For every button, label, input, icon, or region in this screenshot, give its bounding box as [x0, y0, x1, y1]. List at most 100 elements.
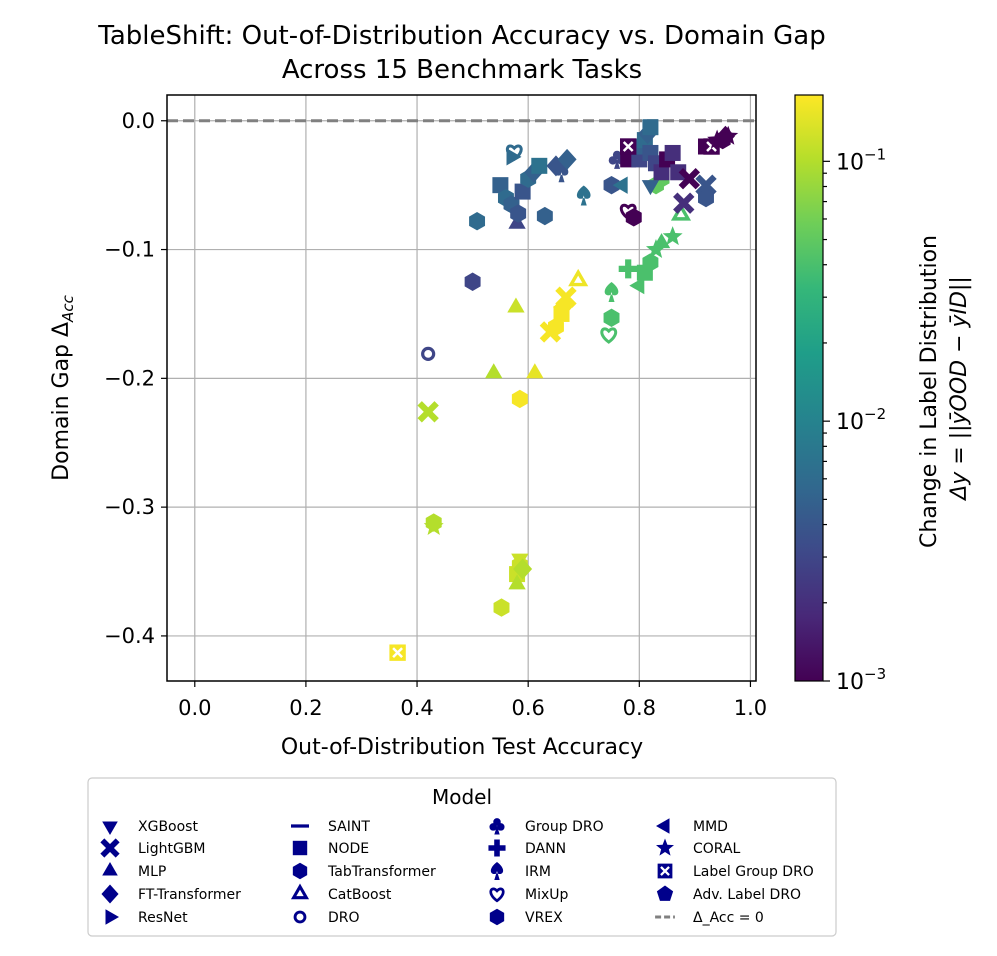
legend-label: DRO: [328, 910, 360, 926]
data-point-diamond: [557, 148, 577, 170]
legend-label: MixUp: [525, 887, 569, 903]
legend-label: XGBoost: [138, 819, 198, 835]
legend-label: Label Group DRO: [693, 864, 814, 880]
legend-marker-hexagon: [489, 908, 505, 926]
data-point-square: [531, 157, 548, 174]
x-tick-label: 0.4: [400, 696, 433, 720]
data-point-tri-right: [506, 148, 522, 166]
data-point-hexagon: [469, 212, 486, 231]
legend-label: IRM: [525, 864, 551, 880]
x-tick-label: 1.0: [734, 696, 767, 720]
colorbar-tick-exponent: −1: [864, 145, 886, 163]
data-point-hexagon: [464, 272, 481, 291]
legend-label: CORAL: [693, 841, 741, 857]
data-point-tri-up: [507, 297, 525, 313]
data-point-x: [678, 168, 701, 190]
data-point-square-x: [389, 644, 406, 661]
data-point-tri-left: [629, 276, 645, 295]
x-tick-label: 0.8: [623, 696, 656, 720]
legend-label: NODE: [328, 841, 369, 857]
colorbar: [794, 94, 824, 682]
legend-label: FT-Transformer: [138, 887, 241, 903]
data-point-square: [664, 144, 681, 161]
data-point-x: [673, 192, 695, 214]
legend-label: Δ_Acc = 0: [693, 910, 764, 926]
x-tick-label: 0.6: [511, 696, 544, 720]
colorbar-tick-base: 10: [836, 150, 864, 175]
legend-label: ResNet: [138, 910, 188, 926]
colorbar-label-line2: Δy = ||ȳOOD − ȳID||: [947, 276, 972, 502]
data-point-x: [417, 401, 439, 423]
legend-marker-tri-up-open: [290, 883, 310, 900]
y-axis-label-main: Domain Gap Δ: [49, 322, 74, 481]
data-point-star: [645, 239, 666, 259]
data-point-hexagon: [425, 513, 442, 532]
chart-title-line1: TableShift: Out-of-Distribution Accuracy…: [97, 21, 826, 51]
data-point-square: [514, 183, 531, 200]
data-point-hexagon: [642, 253, 659, 272]
colorbar-tick-base: 10: [836, 670, 864, 695]
data-point-tri-up: [526, 363, 544, 379]
legend-marker-spade: [490, 862, 504, 880]
data-point-hexagon: [511, 389, 528, 409]
y-tick-label: −0.1: [104, 238, 155, 262]
data-point-hexagon: [493, 598, 510, 617]
legend-label: Group DRO: [525, 819, 604, 835]
y-axis-label-sub: Acc: [59, 294, 77, 323]
x-tick-label: 0.2: [289, 696, 322, 720]
colorbar-tick-label: 10−1: [836, 145, 886, 175]
x-tick-label: 0.0: [178, 696, 211, 720]
legend-marker-club: [489, 818, 505, 835]
legend-marker-heart-open: [489, 887, 505, 903]
legend-label: MLP: [138, 864, 166, 880]
data-point-hexagon: [625, 208, 642, 227]
x-axis-label: Out-of-Distribution Test Accuracy: [281, 735, 643, 760]
data-point-square: [653, 164, 670, 181]
colorbar-tick-label: 10−2: [836, 405, 886, 435]
legend-marker-tri-left: [656, 818, 670, 834]
colorbar-tick-base: 10: [836, 410, 864, 435]
data-point-tri-down: [641, 180, 660, 196]
legend-marker-plus: [488, 839, 506, 857]
data-point-circle-open: [421, 346, 436, 361]
colorbar-tick-label: 10−3: [836, 665, 886, 695]
legend-label: VREX: [525, 910, 563, 926]
legend-marker-hexagon: [292, 862, 308, 880]
data-point-star: [662, 226, 683, 246]
data-point-hexagon: [698, 188, 714, 208]
legend-box: [87, 777, 837, 937]
data-point-hexagon: [536, 206, 553, 226]
legend-marker-square-x: [657, 863, 673, 879]
data-point-square: [670, 164, 687, 181]
legend: XGBoost LightGBM MLP FT-Transformer ResNet SA…: [100, 818, 814, 926]
data-point-tri-down: [511, 553, 529, 569]
data-point-diamond: [513, 558, 533, 580]
legend-marker-circle-open: [293, 910, 307, 924]
x-axis-ticks: 0.0 0.2 0.4 0.6 0.8 1.0: [178, 681, 767, 720]
legend-marker-square: [292, 840, 308, 856]
legend-label: CatBoost: [328, 887, 392, 903]
legend-label: MMD: [693, 819, 728, 835]
data-point-hexagon: [547, 317, 564, 337]
legend-marker-tri-right: [105, 909, 119, 925]
data-point-tri-up-open: [568, 268, 589, 287]
data-point-tri-left: [612, 176, 628, 194]
data-point-hexagon: [603, 175, 620, 195]
legend-marker-x: [100, 838, 120, 858]
data-point-star: [718, 125, 739, 145]
data-point-square: [642, 119, 659, 136]
y-tick-label: 0.0: [122, 109, 155, 133]
data-point-heart-open: [600, 327, 618, 344]
data-point-x: [555, 286, 577, 308]
data-point-square-x: [619, 138, 637, 155]
data-point-spade: [604, 282, 619, 303]
legend-marker-tri-down: [102, 821, 118, 835]
scatter-points: [389, 119, 739, 661]
colorbar-tick-exponent: −3: [864, 665, 886, 683]
legend-label: SAINT: [328, 819, 370, 835]
y-tick-label: −0.2: [104, 366, 155, 390]
data-point-spade: [576, 185, 591, 206]
data-point-plus: [618, 259, 638, 279]
y-axis-ticks: 0.0 −0.1 −0.2 −0.3 −0.4: [104, 109, 167, 648]
